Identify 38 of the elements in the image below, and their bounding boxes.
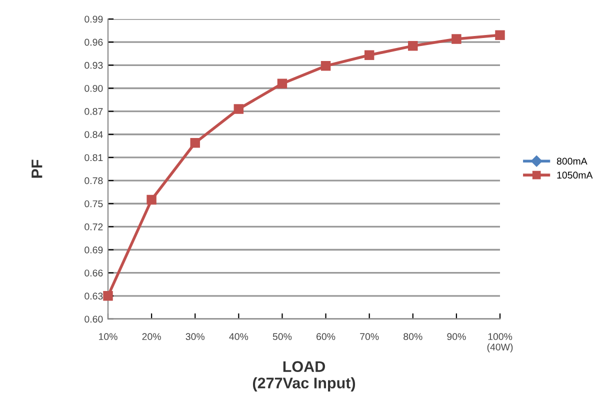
point bbox=[408, 41, 418, 51]
x-tick-label: 80% bbox=[404, 333, 422, 340]
point bbox=[277, 78, 288, 88]
y-tick-label: 0.66 bbox=[84, 270, 103, 276]
x-tick-label: 60% bbox=[316, 333, 336, 340]
point bbox=[103, 291, 113, 301]
x-tick-label: 50% bbox=[272, 333, 292, 340]
y-tick-label: 0.72 bbox=[84, 223, 103, 230]
point bbox=[146, 194, 156, 205]
y-tick-label: 0.60 bbox=[84, 316, 103, 323]
y-tick-label: 0.99 bbox=[84, 16, 103, 23]
y-tick-label: 0.93 bbox=[84, 62, 103, 69]
legend-label: 800mA bbox=[556, 158, 588, 165]
point bbox=[495, 30, 505, 40]
x-tick-label: 30% bbox=[186, 333, 204, 340]
point bbox=[364, 50, 374, 60]
y-tick-label: 0.84 bbox=[84, 131, 103, 138]
x-tick-label: 40% bbox=[229, 333, 248, 340]
y-tick-label: 0.90 bbox=[84, 84, 103, 92]
y-tick-label: 0.69 bbox=[84, 246, 103, 254]
y-tick-label: 0.96 bbox=[84, 38, 103, 46]
y-axis-title: PF bbox=[32, 160, 42, 178]
point bbox=[320, 61, 331, 71]
x-tick-label: 100% (40W) bbox=[487, 333, 513, 352]
point bbox=[234, 104, 244, 114]
x-axis-title: LOAD (277Vac Input) bbox=[252, 361, 356, 392]
x-tick-label: 20% bbox=[142, 333, 161, 340]
y-tick-label: 0.63 bbox=[84, 292, 103, 300]
y-tick-label: 0.81 bbox=[84, 154, 103, 162]
x-tick-label: 90% bbox=[447, 333, 466, 340]
y-tick-label: 0.87 bbox=[84, 108, 103, 115]
point bbox=[190, 138, 200, 148]
x-tick-label: 70% bbox=[360, 333, 379, 340]
y-tick-label: 0.75 bbox=[84, 200, 103, 208]
x-tick-label: 10% bbox=[99, 333, 118, 340]
legend-label: 1050mA bbox=[557, 172, 593, 179]
point bbox=[452, 34, 462, 44]
y-tick-label: 0.78 bbox=[84, 177, 103, 184]
